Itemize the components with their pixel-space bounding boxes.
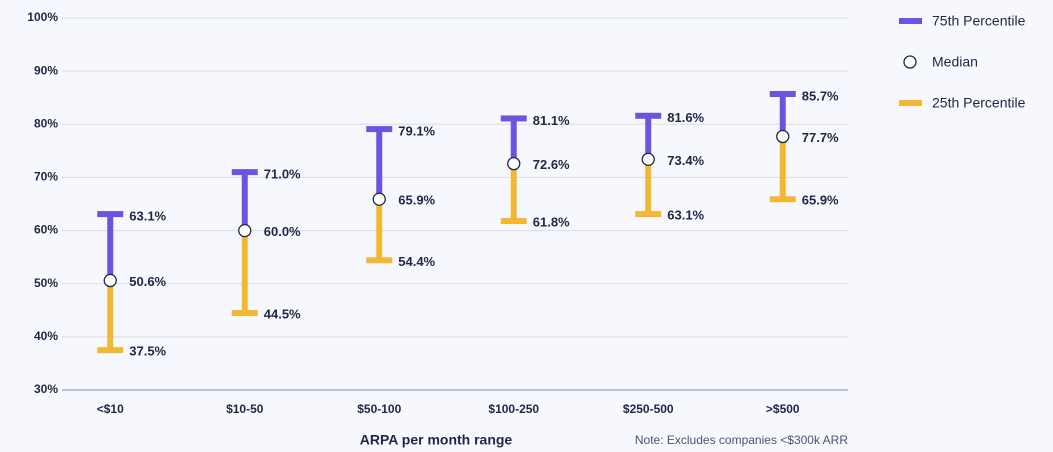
median-label: 73.4%	[667, 153, 704, 168]
upper-stem	[645, 115, 652, 160]
x-axis-label: ARPA per month range	[360, 432, 513, 448]
y-tick-label: 90%	[34, 63, 58, 77]
median-label: 50.6%	[129, 274, 166, 289]
upper-stem	[510, 118, 517, 164]
upper-label: 79.1%	[398, 124, 435, 139]
legend-label: 75th Percentile	[932, 13, 1026, 29]
lower-cap	[366, 257, 393, 264]
upper-label: 71.0%	[264, 167, 301, 182]
x-tick-label: $50-100	[357, 402, 401, 416]
legend-swatch	[899, 18, 922, 24]
median-dot	[103, 273, 117, 288]
upper-cap	[635, 112, 662, 119]
median-dot	[238, 223, 252, 238]
upper-cap	[366, 126, 393, 133]
lower-cap	[635, 211, 662, 218]
lower-stem	[241, 230, 248, 313]
x-tick-label: $10-50	[226, 402, 264, 416]
median-label: 72.6%	[533, 157, 570, 172]
lower-cap	[97, 347, 124, 354]
lower-cap	[500, 218, 527, 225]
upper-label: 85.7%	[802, 88, 839, 103]
median-dot	[641, 152, 655, 167]
lower-label: 61.8%	[533, 214, 570, 229]
legend-label: 25th Percentile	[932, 95, 1026, 111]
legend-swatch	[903, 55, 917, 69]
median-label: 65.9%	[398, 193, 435, 208]
lower-label: 65.9%	[802, 193, 839, 208]
lower-stem	[779, 136, 786, 200]
note: Note: Excludes companies <$300k ARR	[635, 433, 848, 447]
median-dot	[776, 129, 790, 144]
upper-cap	[500, 115, 527, 122]
upper-cap	[97, 211, 124, 218]
x-tick-label: $100-250	[488, 402, 539, 416]
lower-cap	[769, 196, 796, 203]
median-label: 60.0%	[264, 224, 301, 239]
lower-stem	[645, 159, 652, 215]
lower-label: 44.5%	[264, 306, 301, 321]
upper-cap	[231, 169, 258, 176]
lower-stem	[376, 199, 383, 261]
lower-label: 37.5%	[129, 344, 166, 359]
y-tick-label: 70%	[34, 170, 58, 184]
upper-stem	[376, 129, 383, 200]
legend-label: Median	[932, 54, 978, 70]
x-tick-label: <$10	[97, 402, 124, 416]
upper-stem	[241, 172, 248, 231]
median-label: 77.7%	[802, 130, 839, 145]
median-dot	[372, 192, 386, 206]
y-tick-label: 50%	[34, 276, 58, 290]
x-tick-label: >$500	[766, 402, 800, 416]
lower-stem	[510, 163, 517, 222]
median-dot	[507, 156, 521, 171]
upper-stem	[779, 93, 786, 137]
lower-stem	[107, 280, 114, 351]
y-tick-label: 100%	[27, 10, 58, 24]
lower-label: 54.4%	[398, 254, 435, 269]
y-tick-label: 30%	[34, 382, 58, 396]
upper-label: 81.6%	[667, 110, 704, 125]
upper-cap	[769, 90, 796, 97]
y-tick-label: 40%	[34, 329, 58, 343]
lower-cap	[231, 309, 258, 316]
upper-label: 81.1%	[533, 113, 570, 128]
upper-stem	[107, 214, 114, 281]
upper-label: 63.1%	[129, 209, 166, 224]
lower-label: 63.1%	[667, 208, 704, 223]
y-tick-label: 60%	[34, 223, 58, 237]
legend-swatch	[899, 100, 922, 106]
y-tick-label: 80%	[34, 116, 58, 130]
x-tick-label: $250-500	[623, 402, 674, 416]
